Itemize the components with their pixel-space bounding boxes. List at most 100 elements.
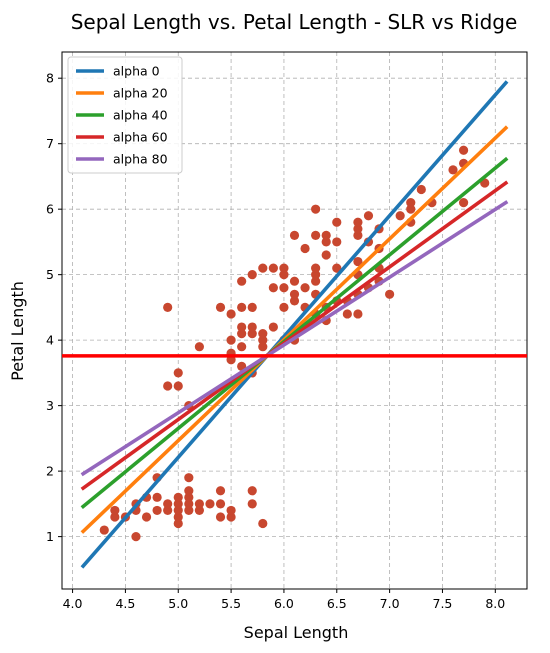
data-point bbox=[311, 204, 321, 214]
legend-label: alpha 20 bbox=[113, 86, 168, 101]
legend-label: alpha 40 bbox=[113, 108, 168, 123]
data-point bbox=[416, 184, 426, 195]
plot-frame bbox=[61, 51, 528, 590]
data-point bbox=[184, 473, 194, 483]
data-point bbox=[353, 309, 363, 319]
data-point bbox=[353, 224, 363, 234]
data-point bbox=[173, 492, 183, 502]
data-point bbox=[300, 243, 310, 254]
data-point bbox=[131, 532, 141, 542]
data-point bbox=[332, 237, 342, 247]
data-point bbox=[226, 335, 236, 345]
y-tick-label: 7 bbox=[46, 136, 54, 151]
data-point bbox=[279, 263, 289, 273]
data-point bbox=[247, 302, 257, 313]
data-point bbox=[289, 230, 300, 240]
data-point bbox=[237, 322, 247, 332]
data-point bbox=[406, 204, 416, 214]
data-point bbox=[363, 211, 374, 221]
data-point bbox=[173, 381, 183, 391]
y-tick-label: 2 bbox=[46, 464, 54, 479]
data-point bbox=[332, 263, 342, 273]
data-point bbox=[237, 328, 247, 339]
data-point bbox=[141, 512, 152, 522]
data-point bbox=[184, 486, 194, 496]
series-line bbox=[80, 180, 509, 491]
x-tick-label: 6.0 bbox=[274, 596, 294, 611]
data-point bbox=[258, 518, 268, 529]
series-line bbox=[80, 125, 509, 534]
x-tick-label: 4.0 bbox=[63, 596, 83, 611]
data-point bbox=[237, 276, 247, 286]
legend-box bbox=[67, 56, 183, 174]
data-point bbox=[226, 512, 236, 522]
data-point bbox=[289, 296, 300, 306]
data-point bbox=[289, 289, 300, 299]
y-tick-label: 6 bbox=[46, 202, 54, 217]
regression-lines bbox=[80, 80, 509, 569]
x-tick-label: 5.0 bbox=[168, 596, 188, 611]
y-tick-label: 1 bbox=[46, 529, 54, 544]
data-point bbox=[258, 335, 268, 345]
series-line bbox=[80, 200, 509, 477]
data-point bbox=[163, 505, 173, 516]
data-point bbox=[311, 276, 321, 286]
data-point bbox=[99, 525, 109, 535]
data-point bbox=[184, 492, 194, 502]
data-point bbox=[152, 492, 162, 502]
data-point bbox=[458, 198, 469, 208]
series-line bbox=[80, 80, 509, 569]
data-point bbox=[173, 512, 183, 522]
data-point bbox=[184, 505, 194, 516]
data-point bbox=[215, 512, 226, 522]
data-point bbox=[332, 217, 342, 227]
data-point bbox=[395, 211, 405, 221]
legend-label: alpha 80 bbox=[113, 152, 168, 167]
data-point bbox=[163, 302, 173, 313]
data-point bbox=[311, 230, 321, 240]
series-line bbox=[80, 156, 509, 510]
data-point bbox=[458, 145, 469, 155]
data-point bbox=[300, 283, 310, 293]
legend-label: alpha 0 bbox=[113, 64, 160, 79]
data-point bbox=[163, 381, 173, 391]
x-tick-label: 5.5 bbox=[221, 596, 241, 611]
data-point bbox=[268, 322, 278, 332]
data-point bbox=[205, 499, 215, 509]
data-point bbox=[289, 276, 300, 286]
data-point bbox=[258, 342, 268, 352]
data-point bbox=[247, 499, 257, 509]
data-point bbox=[173, 368, 183, 378]
data-point bbox=[385, 289, 395, 299]
y-tick-label: 3 bbox=[46, 398, 54, 413]
data-point bbox=[237, 342, 247, 352]
data-point bbox=[247, 486, 257, 496]
data-point bbox=[226, 309, 236, 319]
data-point bbox=[110, 512, 120, 522]
data-point bbox=[311, 263, 321, 273]
data-point bbox=[268, 263, 278, 273]
data-point bbox=[194, 505, 204, 516]
data-point bbox=[342, 309, 352, 319]
data-point bbox=[247, 328, 257, 339]
data-point bbox=[279, 283, 289, 293]
data-point bbox=[321, 250, 331, 260]
x-ticks: 4.0 4.5 5.0 5.5 6.0 6.5 7.0 7.5 8.0 bbox=[63, 589, 505, 611]
legend-label: alpha 60 bbox=[113, 130, 168, 145]
data-point bbox=[194, 499, 204, 509]
data-point bbox=[268, 283, 278, 293]
x-tick-label: 7.5 bbox=[433, 596, 453, 611]
data-point bbox=[152, 505, 162, 516]
data-point bbox=[173, 499, 183, 509]
data-point bbox=[448, 165, 458, 175]
data-point bbox=[163, 499, 173, 509]
data-point bbox=[215, 302, 226, 313]
y-ticks: 1 2 3 4 5 6 7 8 bbox=[46, 71, 62, 544]
data-point bbox=[184, 499, 194, 509]
data-point bbox=[353, 230, 363, 240]
data-point bbox=[311, 270, 321, 280]
data-point bbox=[279, 270, 289, 280]
data-point bbox=[258, 263, 268, 273]
data-point bbox=[321, 230, 331, 240]
data-point bbox=[247, 270, 257, 280]
